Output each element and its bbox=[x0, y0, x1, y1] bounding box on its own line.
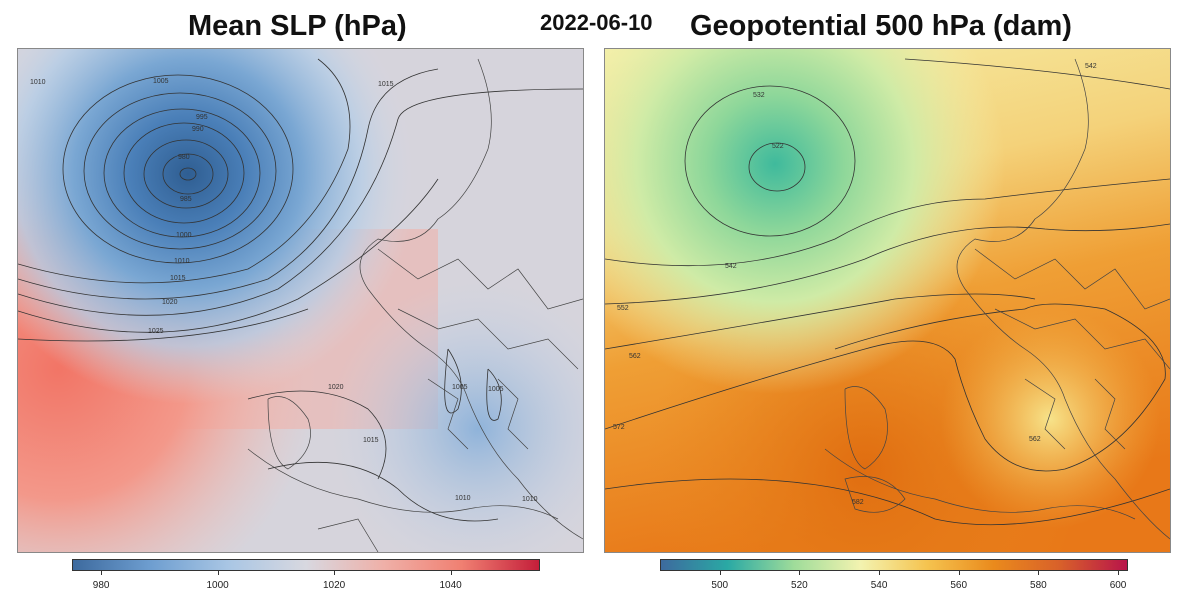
geopotential-colorbar-tick-label: 560 bbox=[950, 580, 968, 591]
contour-label: 552 bbox=[617, 305, 629, 312]
contour-label: 1025 bbox=[148, 328, 164, 335]
contour-label: 990 bbox=[192, 126, 204, 133]
contour-label: 562 bbox=[1029, 436, 1041, 443]
geopotential-colorbar-tick-label: 600 bbox=[1109, 580, 1127, 591]
contour-label: 995 bbox=[196, 114, 208, 121]
slp-colorbar-tick-mark bbox=[217, 570, 219, 575]
geopotential-colorbar-tick-mark bbox=[719, 570, 721, 575]
slp-map: 1010 1005 995 990 980 985 1000 1010 1015… bbox=[17, 48, 584, 553]
contour-label: 562 bbox=[629, 353, 641, 360]
contour-label: 1010 bbox=[174, 258, 190, 265]
slp-colorbar-tick-mark bbox=[101, 570, 103, 575]
contour-label: 582 bbox=[852, 499, 864, 506]
slp-contour-labels: 1010 1005 995 990 980 985 1000 1010 1015… bbox=[30, 78, 538, 503]
geopotential-colorbar-tick-label: 580 bbox=[1030, 580, 1047, 591]
date-label: 2022-06-10 bbox=[540, 10, 653, 35]
contour-label: 1010 bbox=[522, 496, 538, 503]
left-panel-title: Mean SLP (hPa) bbox=[188, 10, 407, 42]
contour-label: 985 bbox=[180, 196, 192, 203]
contour-label: 572 bbox=[613, 424, 625, 431]
slp-colorbar-tick-mark bbox=[450, 570, 452, 575]
contour-label: 1020 bbox=[328, 384, 344, 391]
contour-label: 1005 bbox=[488, 386, 504, 393]
geopotential-colorbar-tick-mark bbox=[958, 570, 960, 575]
geopotential-colorbar-tick-mark bbox=[799, 570, 801, 575]
contour-label: 1010 bbox=[455, 495, 471, 502]
contour-label: 1020 bbox=[162, 299, 178, 306]
geopotential-map: 532 522 542 552 562 572 562 582 542 bbox=[604, 48, 1171, 553]
slp-colorbar-tick-label: 1040 bbox=[439, 580, 462, 591]
geopotential-colorbar-tick-mark bbox=[1038, 570, 1040, 575]
contour-label: 532 bbox=[753, 92, 765, 99]
contour-label: 1000 bbox=[176, 232, 192, 239]
contour-label: 1015 bbox=[363, 437, 379, 444]
right-panel-title: Geopotential 500 hPa (dam) bbox=[690, 10, 1072, 42]
contour-label: 1005 bbox=[452, 384, 468, 391]
geopotential-colorbar-tick-mark bbox=[1118, 570, 1120, 575]
contour-label: 1015 bbox=[170, 275, 186, 282]
slp-colorbar-tick-mark bbox=[334, 570, 336, 575]
contour-label: 542 bbox=[1085, 63, 1097, 70]
geopotential-colorbar-tick-mark bbox=[879, 570, 881, 575]
contour-label: 522 bbox=[772, 143, 784, 150]
geopotential-colorbar bbox=[660, 559, 1128, 571]
geopotential-contour-labels: 532 522 542 552 562 572 562 582 542 bbox=[613, 63, 1097, 506]
contour-label: 1005 bbox=[153, 78, 169, 85]
geopotential-colorbar-tick-label: 500 bbox=[711, 580, 729, 591]
slp-colorbar-tick-label: 1000 bbox=[206, 580, 229, 591]
slp-colorbar bbox=[72, 559, 540, 571]
contour-label: 542 bbox=[725, 263, 737, 270]
contour-label: 980 bbox=[178, 154, 190, 161]
contour-label: 1015 bbox=[378, 81, 394, 88]
slp-colorbar-tick-label: 980 bbox=[92, 580, 110, 591]
geopotential-colorbar-tick-label: 520 bbox=[791, 580, 808, 591]
contour-label: 1010 bbox=[30, 79, 46, 86]
geopotential-colorbar-tick-label: 540 bbox=[870, 580, 888, 591]
slp-colorbar-tick-label: 1020 bbox=[323, 580, 346, 591]
